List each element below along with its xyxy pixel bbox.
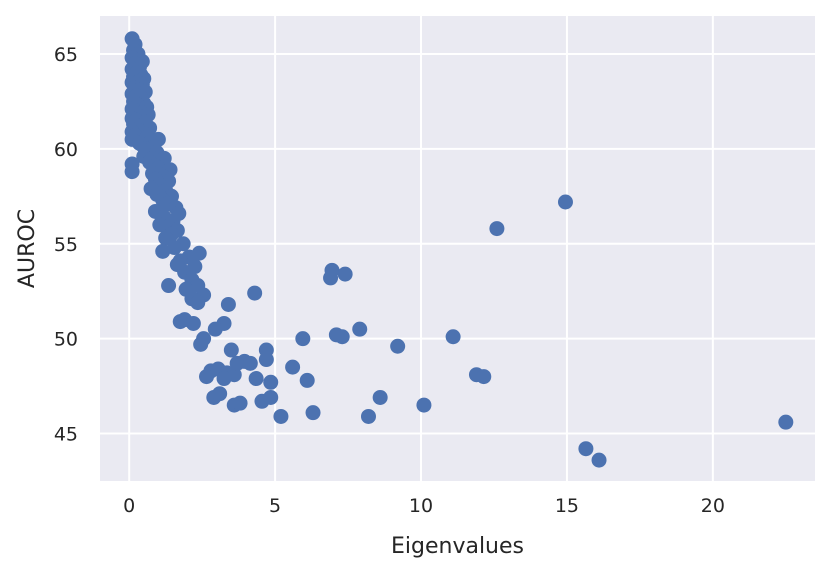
data-point xyxy=(305,405,321,421)
data-points xyxy=(124,31,794,468)
data-point xyxy=(489,221,505,237)
y-axis-label: AUROC xyxy=(15,209,40,288)
data-point xyxy=(263,389,279,405)
x-axis-label: Eigenvalues xyxy=(391,534,524,559)
data-point xyxy=(220,296,236,312)
y-tick-label: 45 xyxy=(54,424,78,446)
data-point xyxy=(242,355,258,371)
data-point xyxy=(161,278,177,294)
data-point xyxy=(360,408,376,424)
data-point xyxy=(578,441,594,457)
data-point xyxy=(223,342,239,358)
data-point xyxy=(199,369,215,385)
data-point xyxy=(193,336,209,352)
data-point xyxy=(190,295,206,311)
data-point xyxy=(263,374,279,390)
y-tick-label: 60 xyxy=(54,139,78,161)
data-point xyxy=(372,389,388,405)
data-point xyxy=(248,371,264,387)
data-point xyxy=(216,371,232,387)
data-point xyxy=(232,395,248,411)
data-point xyxy=(299,372,315,388)
data-point xyxy=(557,194,573,210)
data-point xyxy=(416,397,432,413)
data-point xyxy=(185,315,201,331)
y-tick-label: 65 xyxy=(54,44,78,66)
x-tick-labels: 0 5 10 15 20 xyxy=(123,495,725,517)
data-point xyxy=(334,329,350,345)
data-point xyxy=(295,331,311,347)
x-tick-label: 15 xyxy=(555,495,579,517)
data-point xyxy=(778,414,794,430)
x-tick-label: 5 xyxy=(269,495,281,517)
data-point xyxy=(155,243,171,259)
data-point xyxy=(476,369,492,385)
x-tick-label: 10 xyxy=(409,495,433,517)
data-point xyxy=(212,386,228,402)
y-tick-label: 50 xyxy=(54,329,78,351)
data-point xyxy=(124,164,140,180)
data-point xyxy=(207,321,223,337)
y-tick-label: 55 xyxy=(54,234,78,256)
data-point xyxy=(258,352,274,368)
data-point xyxy=(158,230,174,246)
data-point xyxy=(445,329,461,345)
data-point xyxy=(247,285,263,301)
data-point xyxy=(591,452,607,468)
data-point xyxy=(273,408,289,424)
data-point xyxy=(324,262,340,278)
x-tick-label: 0 xyxy=(123,495,135,517)
data-point xyxy=(166,240,182,256)
data-point xyxy=(390,338,406,354)
plot-background xyxy=(100,16,815,481)
grid-lines xyxy=(100,16,815,481)
data-point xyxy=(285,359,301,375)
data-point xyxy=(337,266,353,282)
data-point xyxy=(352,321,368,337)
y-tick-labels: 45 50 55 60 65 xyxy=(54,44,78,446)
data-point xyxy=(172,314,188,330)
x-tick-label: 20 xyxy=(701,495,725,517)
